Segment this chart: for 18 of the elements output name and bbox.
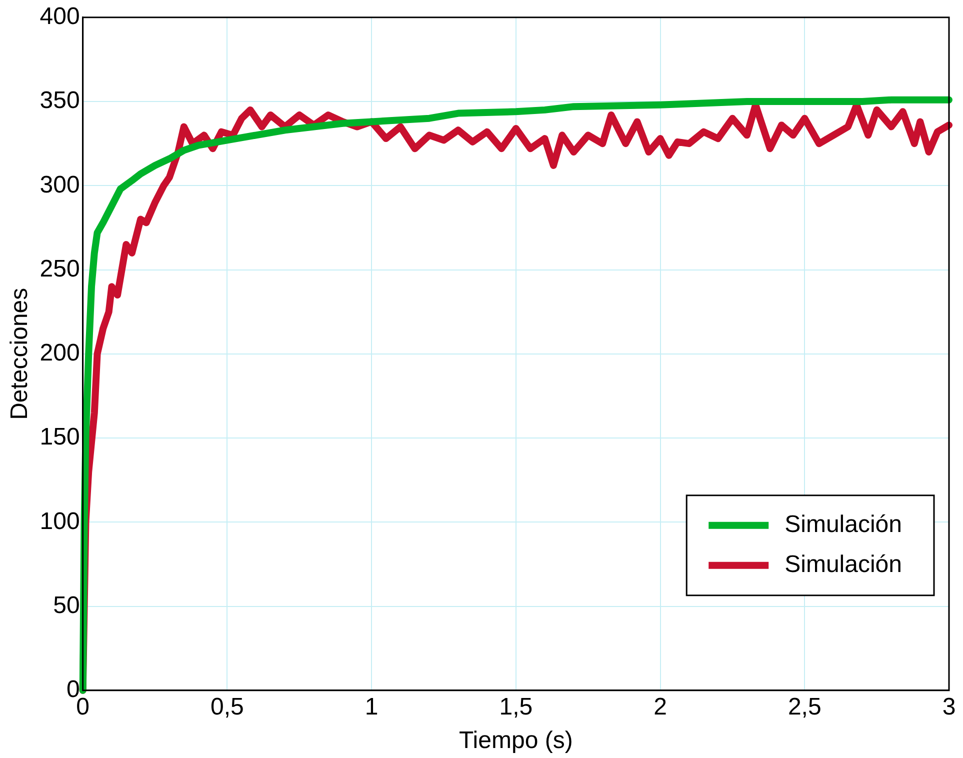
x-tick-label: 3 (942, 693, 956, 720)
y-tick-label: 350 (40, 87, 80, 114)
legend-label: Simulación (784, 551, 902, 578)
x-tick-label: 1,5 (499, 693, 533, 720)
y-tick-label: 300 (40, 171, 80, 198)
y-tick-label: 200 (40, 340, 80, 367)
y-tick-label: 400 (40, 3, 80, 30)
x-tick-label: 1 (364, 693, 378, 720)
x-axis-title: Tiempo (s) (459, 727, 573, 754)
x-tick-label: 2 (654, 693, 667, 720)
y-tick-label: 250 (40, 255, 80, 282)
y-tick-label: 150 (40, 424, 80, 451)
x-tick-label: 0,5 (210, 693, 244, 720)
y-tick-label: 50 (53, 592, 80, 619)
y-tick-label: 100 (40, 508, 80, 535)
x-tick-label: 2,5 (788, 693, 822, 720)
y-axis-title: Detecciones (6, 288, 34, 420)
legend-label: Simulación (784, 511, 902, 538)
